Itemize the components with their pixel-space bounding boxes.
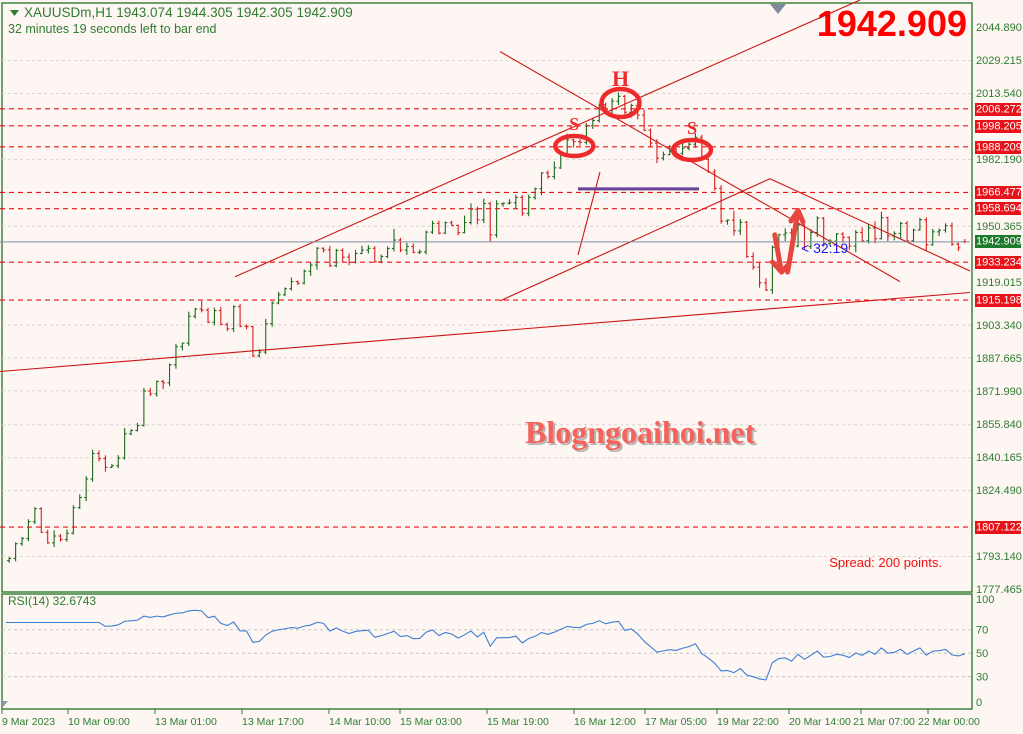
svg-text:2013.540: 2013.540	[976, 88, 1022, 100]
svg-text:30: 30	[976, 672, 988, 684]
svg-text:1855.840: 1855.840	[976, 419, 1022, 431]
svg-text:1966.477: 1966.477	[976, 187, 1022, 199]
svg-text:1793.140: 1793.140	[976, 551, 1022, 563]
svg-text:21 Mar 07:00: 21 Mar 07:00	[853, 716, 915, 728]
svg-text:10 Mar 09:00: 10 Mar 09:00	[68, 716, 130, 728]
svg-text:RSI(14) 32.6743: RSI(14) 32.6743	[8, 594, 96, 608]
svg-text:Spread: 200 points.: Spread: 200 points.	[829, 555, 942, 570]
svg-text:1950.365: 1950.365	[976, 221, 1022, 233]
svg-text:2044.890: 2044.890	[976, 22, 1022, 34]
svg-text:15 Mar 19:00: 15 Mar 19:00	[487, 716, 549, 728]
svg-text:20 Mar 14:00: 20 Mar 14:00	[789, 716, 851, 728]
svg-text:1982.190: 1982.190	[976, 154, 1022, 166]
svg-text:9 Mar 2023: 9 Mar 2023	[2, 716, 55, 728]
svg-text:19 Mar 22:00: 19 Mar 22:00	[717, 716, 779, 728]
svg-text:1933.234: 1933.234	[976, 257, 1022, 269]
svg-text:1958.694: 1958.694	[976, 203, 1022, 215]
svg-text:< 32:19: < 32:19	[801, 240, 848, 256]
svg-text:S: S	[687, 118, 697, 138]
svg-text:2006.272: 2006.272	[976, 104, 1022, 116]
svg-text:14 Mar 10:00: 14 Mar 10:00	[329, 716, 391, 728]
svg-text:16 Mar 12:00: 16 Mar 12:00	[574, 716, 636, 728]
svg-text:1919.015: 1919.015	[976, 277, 1022, 289]
svg-text:S: S	[569, 114, 579, 134]
svg-text:1915.198: 1915.198	[976, 295, 1022, 307]
svg-text:50: 50	[976, 648, 988, 660]
svg-text:1988.209: 1988.209	[976, 142, 1022, 154]
svg-text:1807.122: 1807.122	[976, 522, 1022, 534]
svg-text:15 Mar 03:00: 15 Mar 03:00	[400, 716, 462, 728]
svg-text:1824.490: 1824.490	[976, 485, 1022, 497]
svg-text:1840.165: 1840.165	[976, 452, 1022, 464]
svg-text:13 Mar 01:00: 13 Mar 01:00	[155, 716, 217, 728]
svg-text:100: 100	[976, 594, 994, 606]
svg-text:Blogngoaihoi.net: Blogngoaihoi.net	[525, 414, 756, 450]
svg-text:1998.205: 1998.205	[976, 121, 1022, 133]
svg-text:1903.340: 1903.340	[976, 320, 1022, 332]
svg-text:1871.990: 1871.990	[976, 386, 1022, 398]
svg-text:0: 0	[976, 697, 982, 709]
svg-text:32 minutes 19 seconds left to: 32 minutes 19 seconds left to bar end	[8, 22, 217, 36]
svg-text:13 Mar 17:00: 13 Mar 17:00	[242, 716, 304, 728]
svg-text:22 Mar 00:00: 22 Mar 00:00	[918, 716, 980, 728]
svg-text:17 Mar 05:00: 17 Mar 05:00	[645, 716, 707, 728]
svg-text:1887.665: 1887.665	[976, 353, 1022, 365]
svg-text:2029.215: 2029.215	[976, 55, 1022, 67]
svg-text:70: 70	[976, 625, 988, 637]
svg-text:1942.909: 1942.909	[976, 236, 1022, 248]
svg-text:H: H	[612, 66, 629, 91]
svg-text:XAUUSDm,H1 1943.074 1944.305: XAUUSDm,H1 1943.074 1944.305 1942.305 19…	[24, 5, 353, 20]
